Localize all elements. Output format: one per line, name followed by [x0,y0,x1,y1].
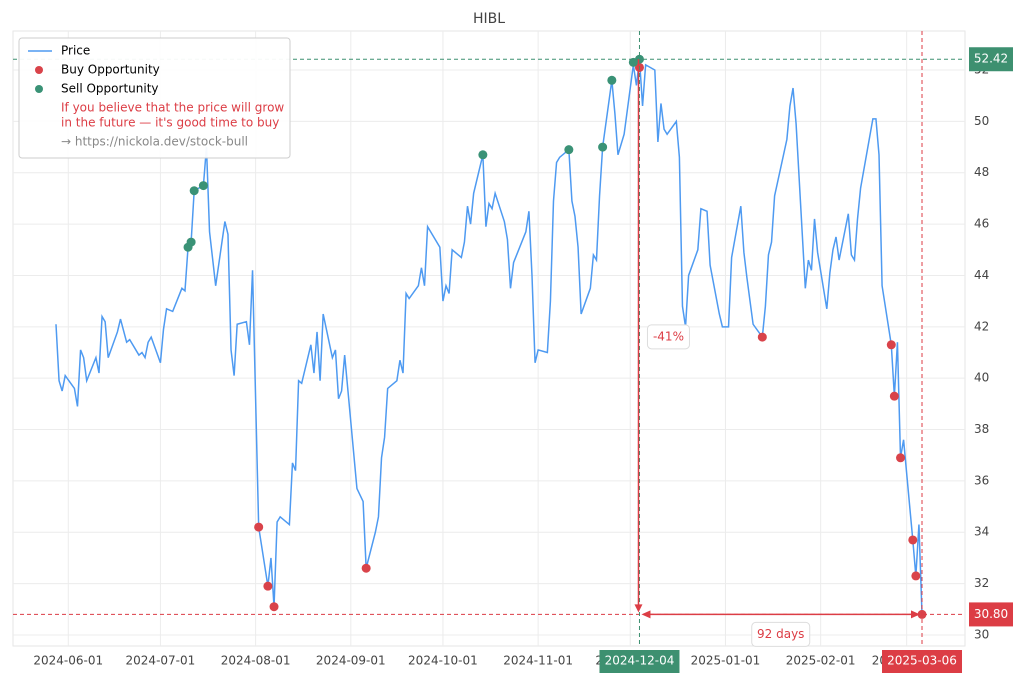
y-tick-label: 34 [974,525,989,539]
legend-marker [35,85,43,93]
duration-label: 92 days [757,627,804,641]
marker [598,142,608,152]
y-tick-label: 32 [974,576,989,590]
x-tick-label: 2024-10-01 [408,654,478,668]
marker [361,563,371,573]
y-tick-label: 50 [974,114,989,128]
price-box [969,47,1013,72]
x-tick-label: 2024-11-01 [503,654,573,668]
marker [269,602,279,612]
chart-title: HIBL [473,11,505,27]
x-tick-label: 2025-01-01 [691,654,761,668]
legend-label: Sell Opportunity [61,82,159,96]
y-tick-label: 40 [974,371,989,385]
date-box [882,650,963,673]
x-tick-label: 2024-06-01 [33,654,103,668]
low-date-label: 2025-03-06 [887,654,957,668]
y-tick-label: 36 [974,473,989,487]
legend-box [18,37,291,159]
high-date-label: 2024-12-04 [605,654,675,668]
marker [757,332,767,342]
plot-area [12,30,966,647]
legend-label: Price [61,44,90,58]
marker [564,145,574,155]
x-tick-label: 2024-08-01 [221,654,291,668]
date-box [599,650,680,673]
marker [254,522,264,532]
x-tick-label: 2025-02-01 [786,654,856,668]
low-price-label: 30.80 [974,607,1008,621]
y-tick-label: 42 [974,319,989,333]
marker [889,391,899,401]
y-tick-label: 38 [974,422,989,436]
y-tick-label: 46 [974,217,989,231]
y-tick-label: 48 [974,165,989,179]
arrow-head [641,610,651,619]
x-tick-label: 2024-09-01 [316,654,386,668]
marker [607,75,617,85]
legend-note: If you believe that the price will grow [61,101,284,115]
change-label: -41% [653,329,684,343]
marker [896,453,906,463]
price-box [969,602,1013,627]
y-tick-label: 44 [974,268,989,282]
legend-note: in the future — it's good time to buy [61,116,279,130]
arrow-head [634,604,643,613]
marker [478,150,488,160]
label-box [646,324,690,350]
marker [186,237,196,247]
label-box [751,621,811,647]
marker [908,535,918,545]
legend-marker [35,66,43,74]
high-price-label: 52.42 [974,52,1008,66]
marker [198,181,208,191]
marker [263,581,273,591]
x-tick-label: 2024-07-01 [126,654,196,668]
marker [189,186,199,196]
y-tick-label: 30 [974,627,989,641]
legend-link: → https://nickola.dev/stock-bull [61,135,248,149]
marker [886,340,896,350]
legend-label: Buy Opportunity [61,63,160,77]
marker [911,571,921,581]
arrow-head [911,610,921,619]
